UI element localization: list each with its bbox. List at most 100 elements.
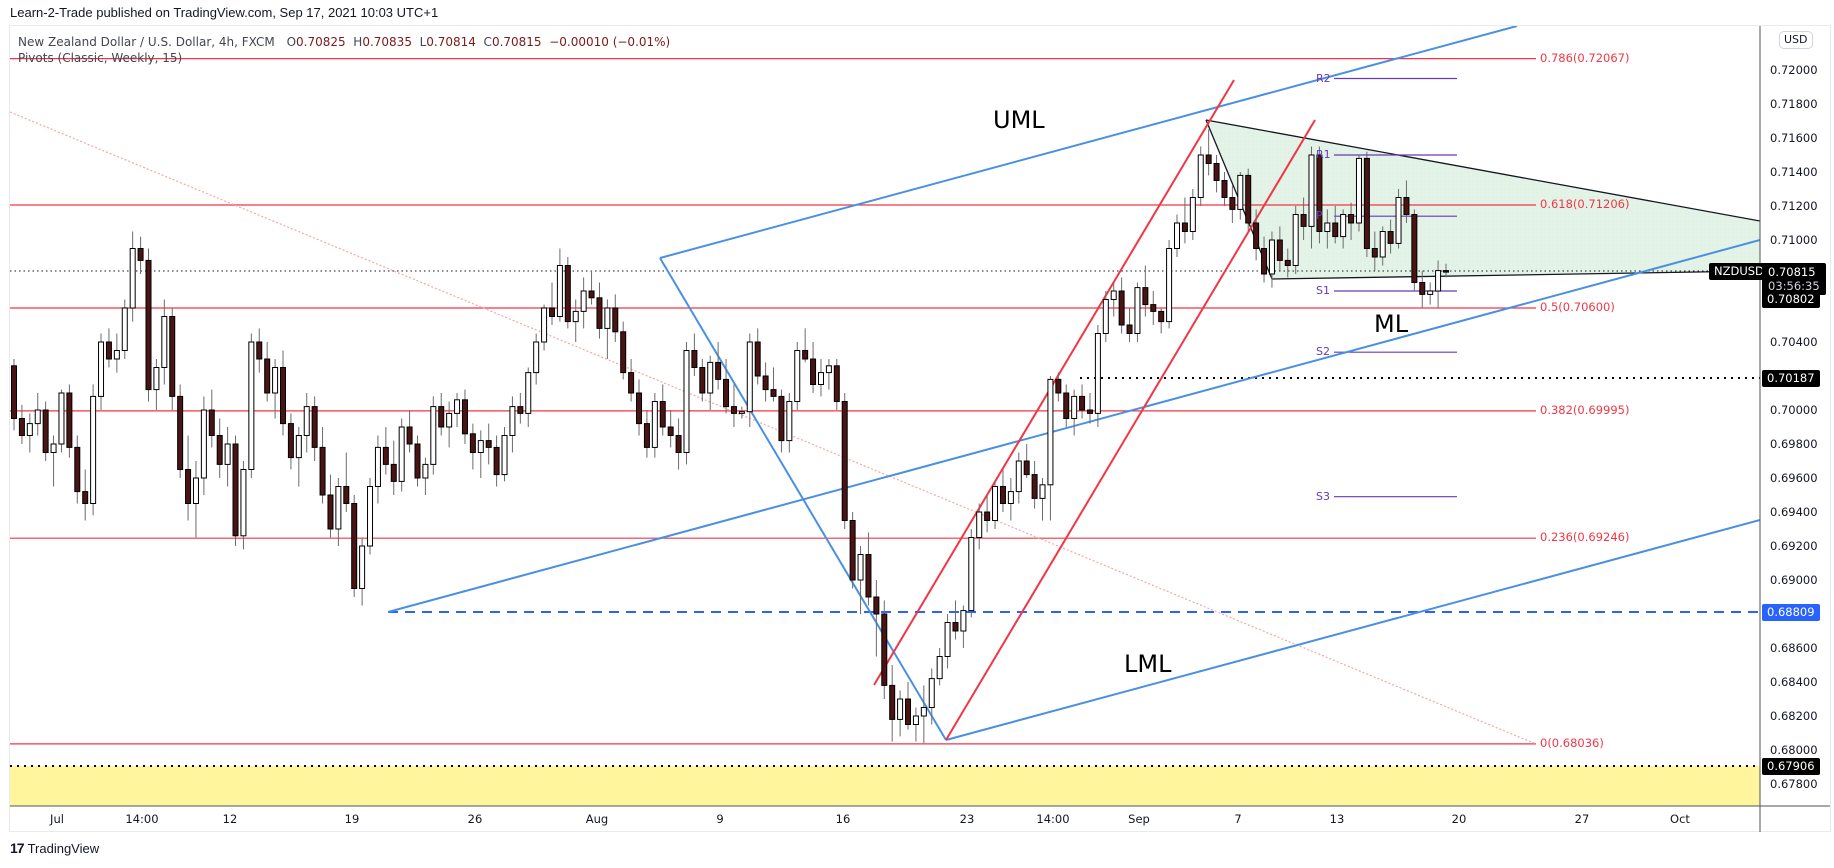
candle: [1435, 270, 1442, 292]
price-tick: 0.71000: [1770, 233, 1818, 247]
candle: [50, 443, 57, 453]
candle: [715, 361, 722, 380]
tradingview-logo[interactable]: 17 TradingView: [10, 840, 100, 856]
candle: [1284, 259, 1291, 266]
fibonacci-retracement: [10, 58, 1536, 745]
price-tick: 0.70000: [1770, 403, 1818, 417]
candle: [564, 265, 571, 323]
candle: [1355, 157, 1362, 224]
candle: [770, 389, 777, 397]
price-scale: 0.72000 0.71800 0.71600 0.71400 0.71200 0.710…: [1770, 63, 1818, 791]
candle: [161, 316, 168, 368]
time-tick: 9: [716, 812, 723, 826]
price-tick: 0.69600: [1770, 471, 1818, 485]
candle: [1261, 248, 1268, 275]
candle: [493, 446, 500, 476]
time-tick: 26: [468, 812, 483, 826]
candle: [912, 715, 919, 725]
candle: [889, 684, 896, 720]
price-tick: 0.68600: [1770, 641, 1818, 655]
candle: [517, 406, 524, 414]
candle: [477, 440, 484, 454]
candle: [952, 622, 959, 632]
candle: [66, 392, 73, 448]
candle: [145, 259, 152, 391]
candle: [1015, 460, 1022, 493]
candle: [746, 341, 753, 413]
price-tick: 0.68000: [1770, 743, 1818, 757]
candle: [1039, 484, 1046, 499]
candle: [588, 290, 595, 299]
candle: [279, 367, 286, 425]
candle: [984, 511, 991, 521]
pitchfork-lml: [945, 519, 1760, 741]
candle: [1023, 460, 1030, 476]
candle: [786, 401, 793, 442]
candle: [248, 341, 255, 470]
candle: [1118, 290, 1125, 326]
time-tick: 7: [1234, 812, 1241, 826]
candle: [841, 401, 848, 521]
indicator-legend[interactable]: Pivots (Classic, Weekly, 15): [18, 51, 183, 65]
candle: [90, 395, 97, 504]
candle: [192, 477, 199, 504]
candle: [1189, 197, 1196, 232]
candle: [438, 406, 445, 428]
candle: [1079, 395, 1086, 411]
candle: [1110, 290, 1117, 300]
time-tick: 14:00: [1036, 812, 1069, 826]
bar-countdown: 03:56:35: [1768, 279, 1820, 293]
time-tick: 16: [836, 812, 851, 826]
candle: [224, 443, 231, 465]
candle: [1443, 270, 1449, 273]
candle: [1237, 174, 1244, 210]
candle: [612, 307, 619, 333]
channel-upper: [873, 79, 1235, 686]
candle: [1102, 299, 1109, 334]
candle: [667, 426, 674, 436]
symbol-description[interactable]: New Zealand Dollar / U.S. Dollar, 4h, FX…: [18, 35, 275, 49]
candle: [1063, 392, 1070, 419]
candle: [865, 554, 872, 598]
candle: [825, 365, 832, 374]
candle: [525, 372, 532, 414]
candle: [185, 469, 192, 504]
uml-annotation: UML: [993, 106, 1045, 134]
candle: [1292, 214, 1299, 266]
candle: [272, 367, 279, 394]
candle: [82, 491, 89, 505]
level-70187-tag: 0.70187: [1762, 370, 1820, 387]
fib-level-label: 0.618(0.71206): [1540, 196, 1630, 211]
time-tick: Jul: [49, 812, 64, 826]
currency-button[interactable]: USD: [1779, 31, 1813, 49]
candle: [137, 248, 144, 261]
price-tick: 0.69800: [1770, 437, 1818, 451]
candle: [74, 446, 81, 493]
candle: [454, 399, 461, 414]
candle: [303, 406, 310, 437]
fib-level-label: 0.382(0.69995): [1540, 402, 1630, 417]
candle: [26, 423, 33, 437]
candle: [1371, 248, 1378, 258]
time-tick: 14:00: [125, 812, 158, 826]
candle: [311, 406, 318, 448]
candle: [1007, 491, 1014, 505]
candle: [264, 358, 271, 394]
candle: [153, 367, 160, 391]
candle: [928, 678, 935, 708]
candle: [113, 350, 120, 360]
candle: [1181, 222, 1188, 232]
candle: [699, 367, 706, 394]
candle: [1126, 324, 1133, 334]
price-tick: 0.71400: [1770, 165, 1818, 179]
candle: [58, 392, 65, 445]
candle: [390, 463, 397, 482]
price-tick: 0.68200: [1770, 709, 1818, 723]
candle: [343, 486, 350, 504]
ohlc-values: O0.70825 H0.70835 L0.70814 C0.70815 −0.0…: [286, 35, 671, 49]
candle: [18, 418, 25, 436]
price-tick: 0.68400: [1770, 675, 1818, 689]
chart-legend: New Zealand Dollar / U.S. Dollar, 4h, FX…: [18, 34, 670, 66]
candle: [1055, 378, 1062, 394]
